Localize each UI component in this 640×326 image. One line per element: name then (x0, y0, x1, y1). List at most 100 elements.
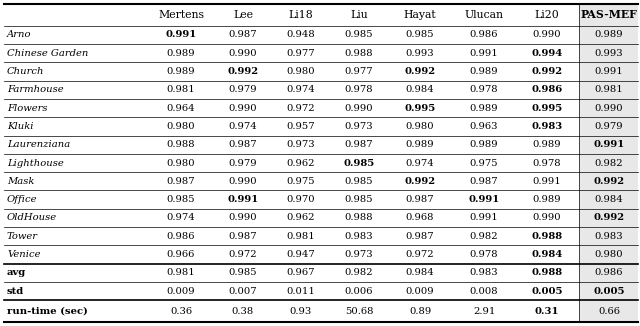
Text: OldHouse: OldHouse (7, 214, 57, 222)
Text: Arno: Arno (7, 30, 31, 39)
Text: Laurenziana: Laurenziana (7, 140, 70, 149)
Text: 0.991: 0.991 (532, 177, 561, 186)
Text: 0.990: 0.990 (228, 214, 257, 222)
Text: 0.987: 0.987 (228, 232, 257, 241)
Text: 0.975: 0.975 (287, 177, 316, 186)
Text: std: std (7, 287, 24, 296)
Text: 0.005: 0.005 (593, 287, 625, 296)
Text: 0.992: 0.992 (404, 67, 436, 76)
Text: 50.68: 50.68 (345, 307, 373, 316)
Text: 0.009: 0.009 (166, 287, 195, 296)
Text: 0.973: 0.973 (345, 250, 373, 259)
Text: 0.983: 0.983 (345, 232, 373, 241)
Text: 0.985: 0.985 (345, 30, 373, 39)
Text: 0.980: 0.980 (406, 122, 435, 131)
Text: 0.978: 0.978 (345, 85, 373, 94)
Text: 0.007: 0.007 (228, 287, 257, 296)
Text: 0.962: 0.962 (287, 158, 316, 168)
Text: 0.989: 0.989 (166, 49, 195, 58)
Text: 0.991: 0.991 (468, 195, 500, 204)
Text: 0.980: 0.980 (166, 158, 195, 168)
Text: 0.89: 0.89 (409, 307, 431, 316)
Text: 0.977: 0.977 (287, 49, 316, 58)
Text: 0.985: 0.985 (344, 158, 374, 168)
Text: 0.973: 0.973 (287, 140, 316, 149)
Text: 0.987: 0.987 (228, 140, 257, 149)
Text: 0.986: 0.986 (167, 232, 195, 241)
Text: 0.31: 0.31 (535, 307, 559, 316)
Text: 0.978: 0.978 (470, 250, 499, 259)
Text: Liu: Liu (350, 10, 368, 20)
Text: 0.994: 0.994 (531, 49, 563, 58)
Text: 0.987: 0.987 (345, 140, 373, 149)
Text: 0.990: 0.990 (532, 214, 561, 222)
Text: 0.991: 0.991 (470, 214, 499, 222)
Text: 0.989: 0.989 (595, 30, 623, 39)
Text: 0.981: 0.981 (287, 232, 316, 241)
Text: 0.006: 0.006 (345, 287, 373, 296)
Text: 0.974: 0.974 (406, 158, 435, 168)
Text: 0.992: 0.992 (593, 214, 625, 222)
Text: 0.995: 0.995 (531, 104, 563, 112)
Text: 0.986: 0.986 (470, 30, 499, 39)
Text: 0.979: 0.979 (595, 122, 623, 131)
Text: 0.967: 0.967 (287, 268, 316, 277)
Text: 0.977: 0.977 (345, 67, 373, 76)
Text: 0.972: 0.972 (406, 250, 435, 259)
Text: 0.991: 0.991 (227, 195, 259, 204)
Text: 0.981: 0.981 (166, 85, 195, 94)
Text: 0.987: 0.987 (228, 30, 257, 39)
Text: 0.983: 0.983 (531, 122, 563, 131)
Text: 0.989: 0.989 (532, 140, 561, 149)
Text: 0.987: 0.987 (166, 177, 195, 186)
Text: 0.985: 0.985 (166, 195, 195, 204)
Text: 0.972: 0.972 (228, 250, 257, 259)
Text: 0.978: 0.978 (532, 158, 561, 168)
Text: 0.989: 0.989 (166, 67, 195, 76)
Text: 0.980: 0.980 (287, 67, 316, 76)
Text: 0.984: 0.984 (595, 195, 623, 204)
Text: Venice: Venice (7, 250, 40, 259)
Text: 0.983: 0.983 (595, 232, 623, 241)
Text: 0.38: 0.38 (232, 307, 254, 316)
Text: 0.974: 0.974 (228, 122, 257, 131)
Text: 0.36: 0.36 (170, 307, 192, 316)
Text: Lighthouse: Lighthouse (7, 158, 64, 168)
Text: 0.968: 0.968 (406, 214, 435, 222)
Text: 0.978: 0.978 (470, 85, 499, 94)
Text: 0.984: 0.984 (406, 268, 435, 277)
Text: Flowers: Flowers (7, 104, 47, 112)
Text: 0.988: 0.988 (531, 268, 563, 277)
Text: 0.993: 0.993 (406, 49, 435, 58)
Text: 0.981: 0.981 (595, 85, 623, 94)
Text: 0.992: 0.992 (531, 67, 563, 76)
Text: 0.970: 0.970 (287, 195, 316, 204)
Text: 0.988: 0.988 (166, 140, 195, 149)
Text: 0.982: 0.982 (470, 232, 499, 241)
Text: 0.993: 0.993 (595, 49, 623, 58)
Text: 0.984: 0.984 (406, 85, 435, 94)
Text: Mertens: Mertens (158, 10, 204, 20)
Text: Kluki: Kluki (7, 122, 33, 131)
Text: 0.66: 0.66 (598, 307, 620, 316)
Text: 0.975: 0.975 (470, 158, 499, 168)
Text: avg: avg (7, 268, 26, 277)
Text: 0.982: 0.982 (345, 268, 373, 277)
Text: 0.988: 0.988 (345, 214, 373, 222)
Text: 0.966: 0.966 (167, 250, 195, 259)
Text: run-time (sec): run-time (sec) (7, 307, 88, 316)
Text: 0.987: 0.987 (406, 195, 435, 204)
Text: 0.986: 0.986 (595, 268, 623, 277)
Text: 0.005: 0.005 (531, 287, 563, 296)
Text: 0.962: 0.962 (287, 214, 316, 222)
Text: 0.991: 0.991 (593, 140, 625, 149)
Text: 0.992: 0.992 (404, 177, 436, 186)
Text: 0.990: 0.990 (595, 104, 623, 112)
Text: Office: Office (7, 195, 38, 204)
Text: 0.008: 0.008 (470, 287, 499, 296)
Text: 0.974: 0.974 (166, 214, 195, 222)
Bar (579, 4, 638, 322)
Text: 0.984: 0.984 (531, 250, 563, 259)
Text: 0.985: 0.985 (406, 30, 435, 39)
Text: 0.957: 0.957 (287, 122, 316, 131)
